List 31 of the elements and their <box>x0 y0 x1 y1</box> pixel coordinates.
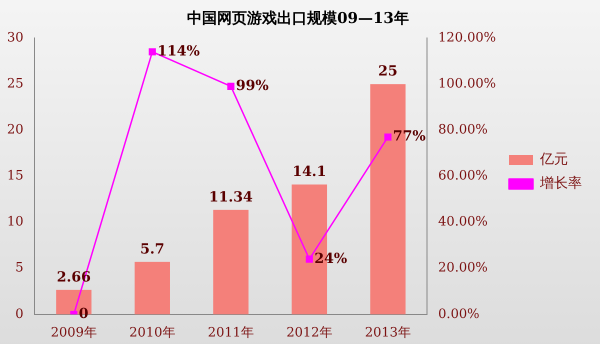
y-tick-label: 20 <box>6 122 24 138</box>
data-label: 14.1 <box>292 164 326 180</box>
y2-tick-label: 40.00% <box>438 214 488 230</box>
x-tick-label: 2010年 <box>129 326 176 341</box>
x-tick-label: 2012年 <box>286 326 332 341</box>
y2-tick-label: 120.00% <box>438 30 496 46</box>
x-tick-label: 2009年 <box>50 326 97 341</box>
data-label: 114% <box>157 43 200 60</box>
data-label: 11.34 <box>208 190 254 206</box>
data-label: 77% <box>392 128 426 145</box>
x-tick-label: 2011年 <box>208 326 254 341</box>
y2-tick-label: 100.00% <box>438 76 496 92</box>
data-label: 24% <box>314 250 348 267</box>
y-tick-label: 0 <box>15 306 24 322</box>
y-tick-label: 15 <box>6 168 24 184</box>
chart-title: 中国网页游戏出口规模09—13年 <box>187 8 409 27</box>
y2-tick-label: 20.00% <box>438 260 488 276</box>
data-label: 5.7 <box>140 242 165 258</box>
data-label: 25 <box>378 64 398 80</box>
x-tick-label: 2013年 <box>364 326 411 341</box>
data-label: 0 <box>78 306 89 322</box>
y-tick-label: 10 <box>6 214 24 230</box>
legend-label: 增长率 <box>539 176 582 192</box>
y2-tick-label: 0.00% <box>438 306 480 322</box>
y-tick-label: 30 <box>6 30 24 46</box>
y2-tick-label: 80.00% <box>438 122 488 138</box>
data-label: 99% <box>236 78 269 94</box>
y-tick-label: 5 <box>15 260 24 276</box>
y-tick-label: 25 <box>6 76 24 92</box>
y2-tick-label: 60.00% <box>438 168 488 184</box>
legend-label: 亿元 <box>539 152 568 168</box>
